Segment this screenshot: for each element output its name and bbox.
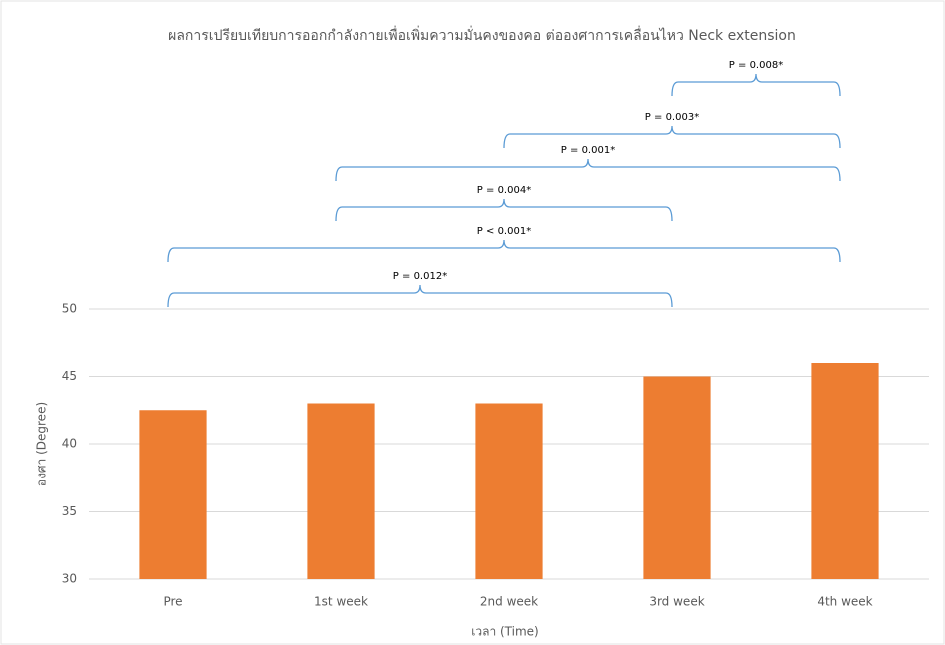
significance-label: P = 0.001* bbox=[561, 145, 615, 156]
bar bbox=[643, 376, 711, 579]
y-tick-label: 40 bbox=[62, 437, 77, 451]
x-tick-label: 3rd week bbox=[649, 595, 704, 609]
y-axis-label: องศา (Degree) bbox=[35, 402, 49, 486]
significance-bracket bbox=[503, 125, 841, 149]
significance-bracket bbox=[167, 239, 841, 263]
bar bbox=[307, 403, 375, 579]
significance-bracket bbox=[335, 158, 841, 182]
y-tick-label: 50 bbox=[62, 302, 77, 316]
significance-label: P = 0.008* bbox=[729, 60, 783, 71]
y-tick-label: 45 bbox=[62, 369, 77, 383]
y-tick-label: 35 bbox=[62, 504, 77, 518]
significance-bracket bbox=[167, 284, 673, 308]
significance-bracket bbox=[335, 198, 673, 222]
significance-label: P < 0.001* bbox=[477, 226, 531, 237]
x-tick-label: 2nd week bbox=[480, 595, 538, 609]
bar bbox=[811, 363, 879, 579]
chart-title: ผลการเปรียบเทียบการออกกำลังกายเพื่อเพิ่ม… bbox=[168, 26, 796, 44]
significance-label: P = 0.012* bbox=[393, 271, 447, 282]
significance-label: P = 0.003* bbox=[645, 112, 699, 123]
x-tick-label: 1st week bbox=[314, 595, 368, 609]
x-tick-label: 4th week bbox=[817, 595, 872, 609]
bar bbox=[139, 410, 207, 579]
significance-label: P = 0.004* bbox=[477, 185, 531, 196]
bar bbox=[475, 403, 543, 579]
y-tick-label: 30 bbox=[62, 572, 77, 586]
x-tick-label: Pre bbox=[163, 595, 182, 609]
significance-bracket bbox=[671, 73, 841, 97]
x-axis-label: เวลา (Time) bbox=[471, 625, 538, 639]
